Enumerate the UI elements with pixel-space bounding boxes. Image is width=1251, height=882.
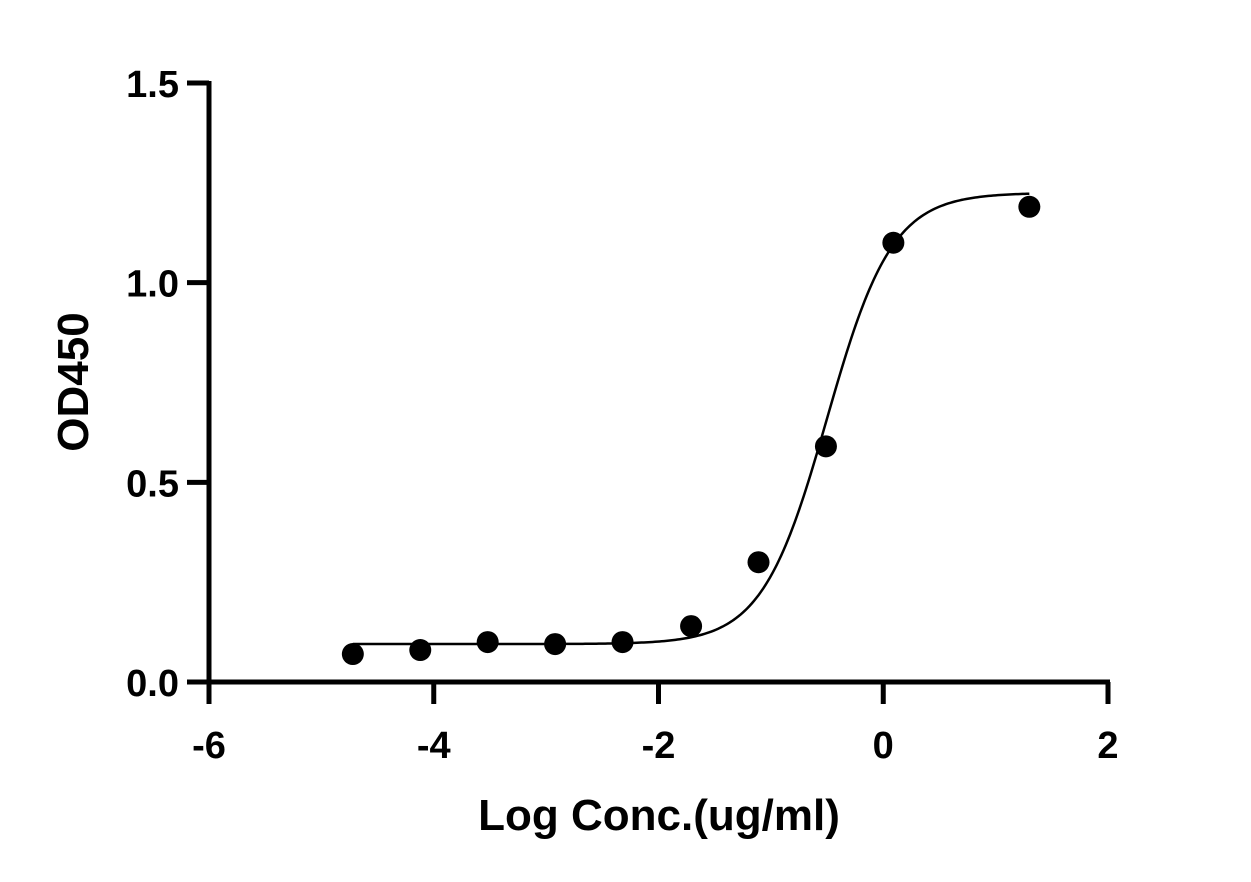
x-tick-label: 0 bbox=[873, 725, 894, 767]
y-tick-label: 0.5 bbox=[126, 463, 179, 505]
fit-curve-layer bbox=[352, 192, 1030, 646]
x-tick-label: 2 bbox=[1097, 725, 1118, 767]
y-tick-label: 1.0 bbox=[126, 264, 179, 306]
axes bbox=[206, 81, 1110, 685]
data-point bbox=[882, 231, 905, 254]
y-axis-title: OD450 bbox=[49, 312, 98, 451]
x-axis-title: Log Conc.(ug/ml) bbox=[478, 791, 840, 840]
data-point bbox=[341, 643, 364, 666]
y-tick-label: 0.0 bbox=[126, 663, 179, 705]
data-point bbox=[476, 631, 499, 654]
x-axis-ticks: -6 -4 -2 0 2 bbox=[192, 682, 1119, 767]
fit-curve-line bbox=[352, 192, 1030, 646]
data-point bbox=[680, 615, 703, 638]
data-point bbox=[544, 633, 567, 656]
data-point bbox=[611, 631, 634, 654]
data-points bbox=[341, 195, 1041, 666]
data-point bbox=[1018, 195, 1041, 218]
data-point bbox=[814, 435, 837, 458]
x-tick-label: -4 bbox=[417, 725, 451, 767]
y-tick-label: 1.5 bbox=[126, 64, 179, 106]
x-tick-label: -2 bbox=[642, 725, 676, 767]
y-axis-ticks: 0.0 0.5 1.0 1.5 bbox=[126, 64, 209, 705]
data-point bbox=[747, 551, 770, 574]
x-tick-label: -6 bbox=[192, 725, 226, 767]
data-point bbox=[409, 639, 432, 662]
